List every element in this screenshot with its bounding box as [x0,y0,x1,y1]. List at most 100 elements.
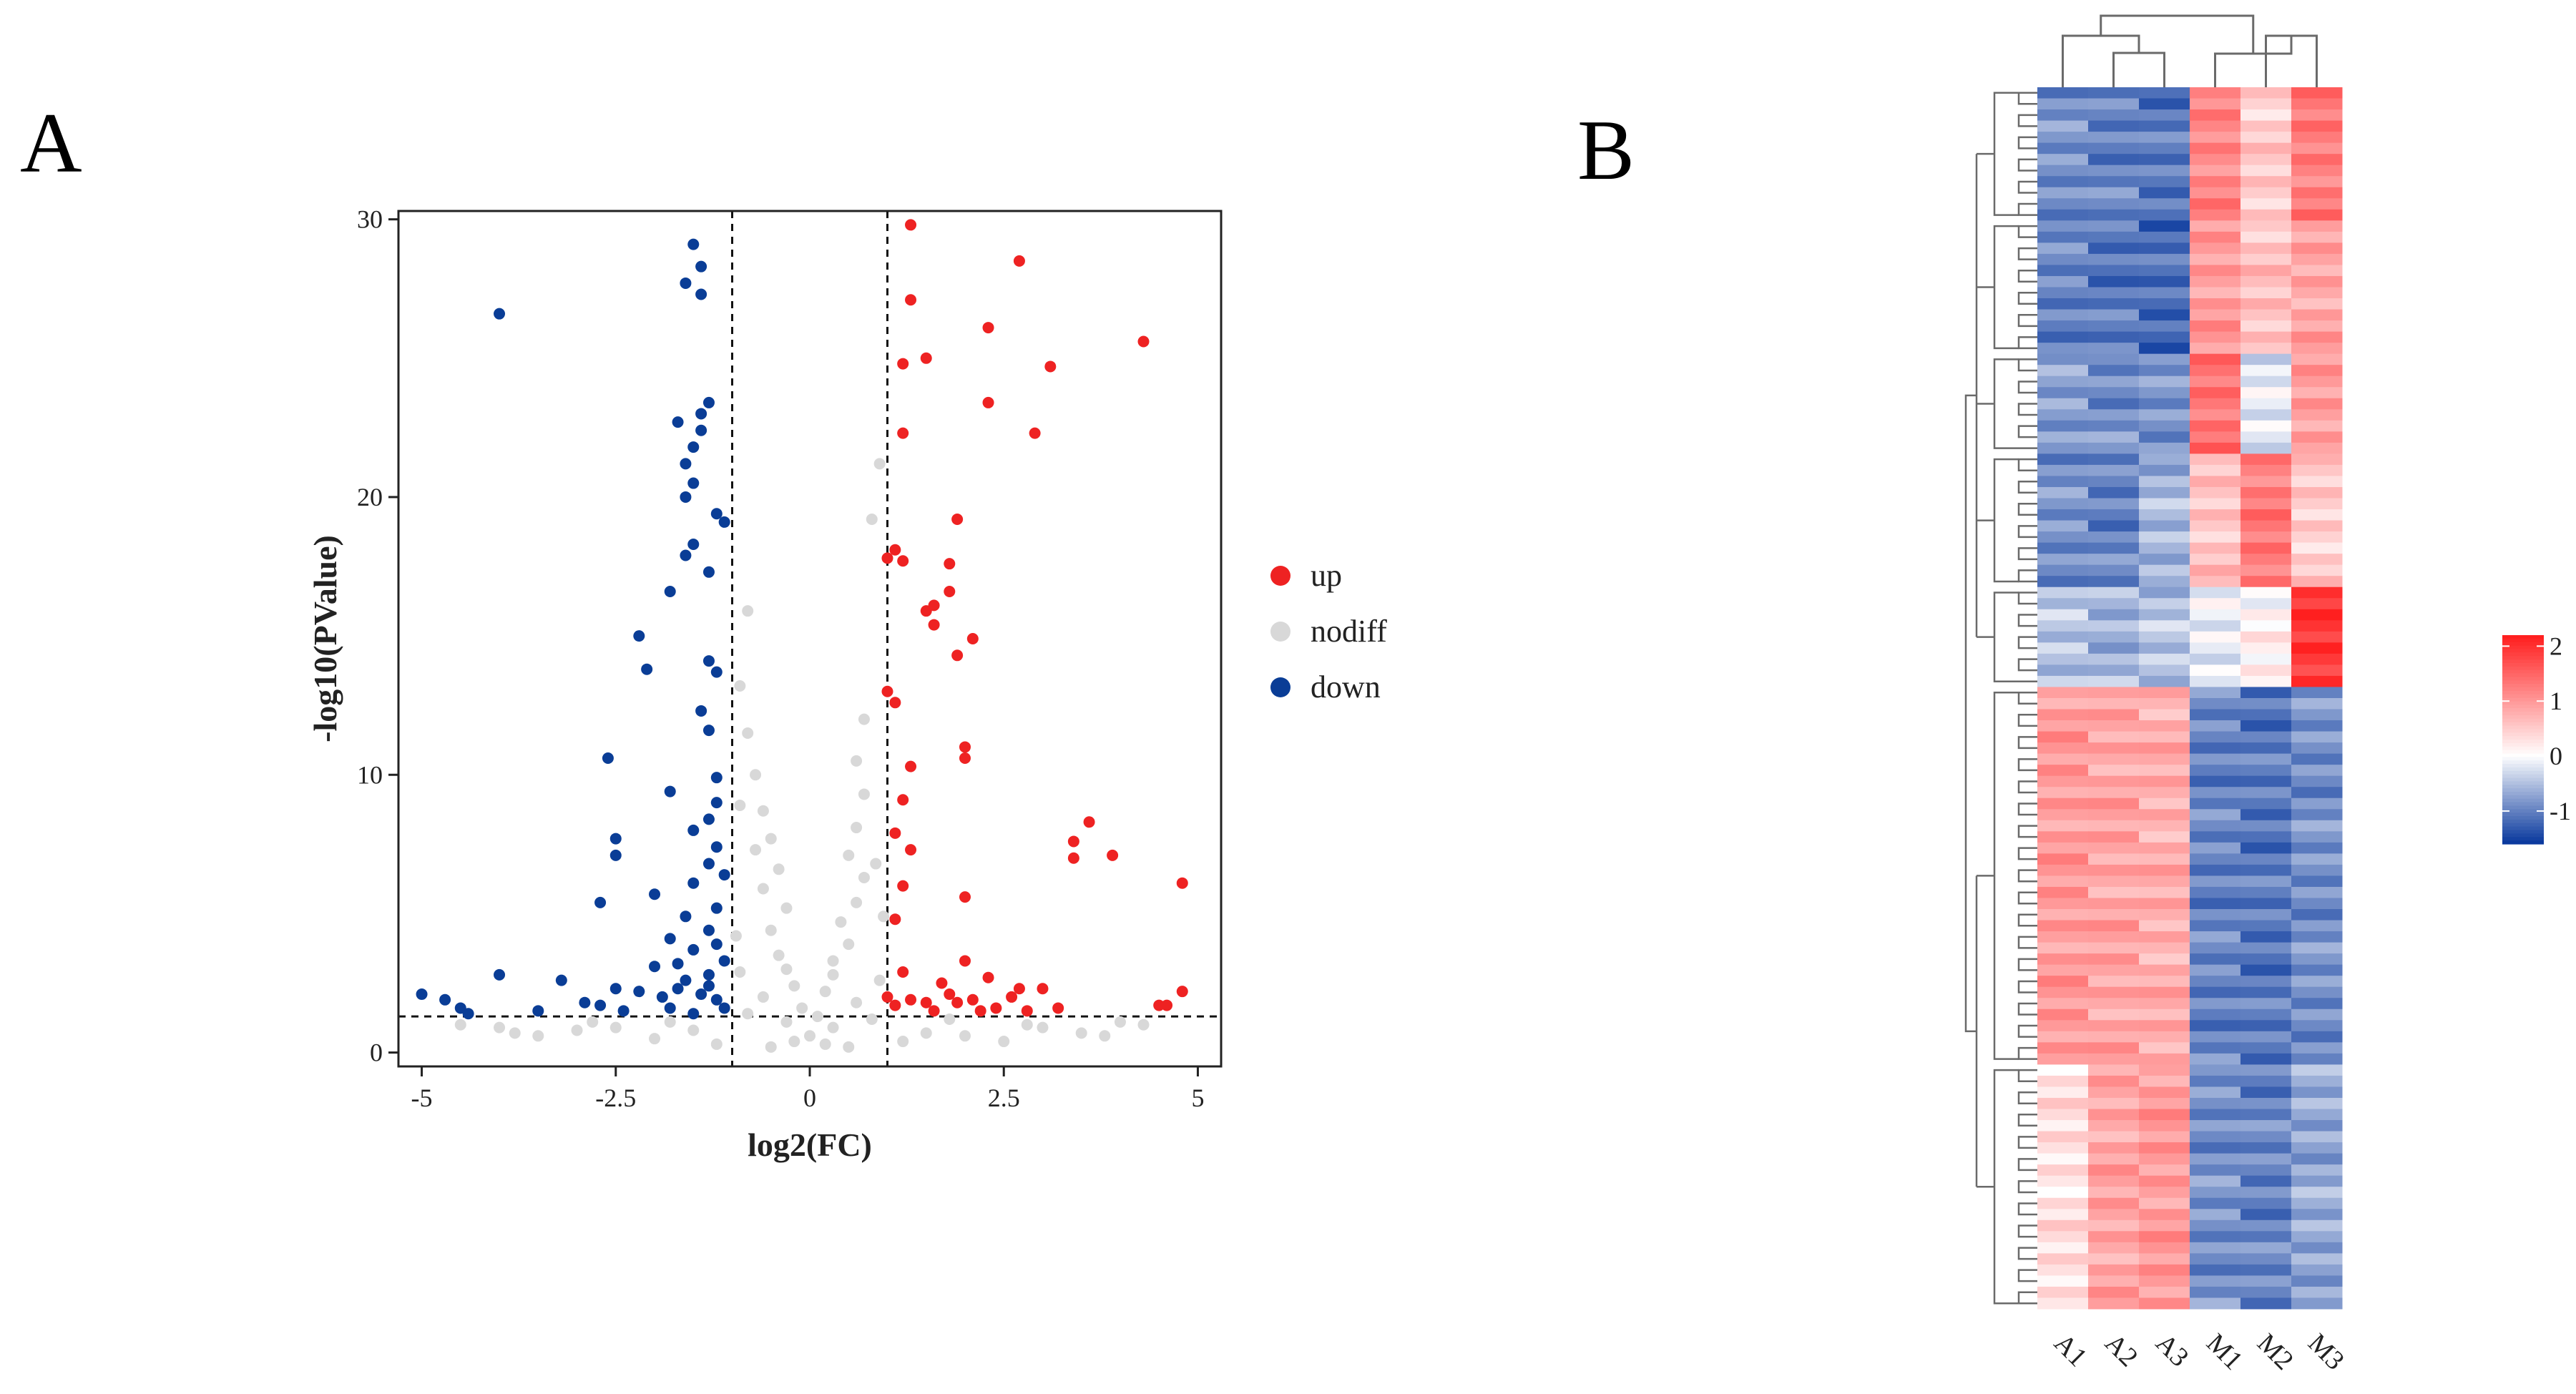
heatmap-cell-61 [2088,198,2140,210]
heatmap-cell-455 [2291,920,2343,932]
point-up-12 [889,544,901,556]
heatmap-cell-134 [2139,331,2190,343]
heatmap-cell-530 [2139,1064,2190,1076]
point-nodiff-51 [532,1030,544,1042]
heatmap-cell-23 [2291,120,2343,132]
heatmap-cell-254 [2139,554,2190,566]
point-nodiff-21 [843,938,855,951]
row-cluster-branch [1993,691,2019,1060]
heatmap-cell-463 [2088,942,2140,954]
heatmap-cell-230 [2139,509,2190,521]
heatmap-cell-169 [2088,398,2140,410]
point-nodiff-65 [734,799,746,811]
heatmap-cell-144 [2037,353,2089,365]
heatmap-cell-446 [2139,909,2190,921]
heatmap-cell-305 [2291,642,2343,654]
heatmap-cell-149 [2291,353,2343,365]
colorbar-step [2502,764,2544,768]
heatmap-cell-33 [2190,142,2241,154]
heatmap-cell-384 [2037,797,2089,810]
heatmap-cell-81 [2190,231,2241,243]
point-nodiff-30 [757,991,769,1003]
point-nodiff-37 [827,1021,839,1034]
heatmap-cell-464 [2139,942,2190,954]
heatmap-cell-329 [2291,687,2343,699]
heatmap-cell-509 [2291,1020,2343,1032]
heatmap-cell-377 [2291,775,2343,787]
heatmap-cell-248 [2139,542,2190,554]
point-up-22 [881,685,893,697]
point-down-14 [718,516,730,528]
colorbar-step [2502,732,2544,737]
heatmap-cell-159 [2190,376,2241,388]
heatmap-cell-294 [2037,631,2089,643]
heatmap-cell-633 [2190,1253,2241,1265]
heatmap-cell-79 [2088,231,2140,243]
colorbar-step [2502,750,2544,755]
heatmap-cell-30 [2037,142,2089,154]
colorbar-step [2502,649,2544,653]
point-up-35 [897,880,909,892]
heatmap-cell-49 [2088,176,2140,188]
heatmap-cell-252 [2037,554,2089,566]
heatmap-cell-142 [2240,343,2292,355]
heatmap-cell-535 [2088,1075,2140,1087]
heatmap-cell-249 [2190,542,2241,554]
heatmap-cell-479 [2291,964,2343,976]
heatmap-cell-587 [2291,1164,2343,1177]
heatmap-cell-348 [2037,731,2089,743]
heatmap-cell-387 [2190,797,2241,810]
heatmap-cell-32 [2139,142,2190,154]
heatmap-cell-8 [2139,98,2190,110]
heatmap-cell-344 [2139,720,2190,732]
heatmap-cell-259 [2088,564,2140,576]
heatmap-cell-152 [2139,365,2190,377]
heatmap-cell-485 [2291,976,2343,988]
point-down-7 [672,416,684,428]
heatmap-cell-612 [2037,1219,2089,1232]
heatmap-cell-123 [2190,309,2241,321]
row-leaf-branch [2017,247,2037,260]
heatmap-cell-157 [2088,376,2140,388]
heatmap-cell-244 [2240,531,2292,544]
heatmap-cell-424 [2240,864,2292,876]
point-down-4 [494,308,506,320]
heatmap-cell-129 [2190,320,2241,333]
heatmap-cell-39 [2190,154,2241,166]
heatmap-cell-445 [2088,909,2140,921]
point-nodiff-43 [687,1024,700,1036]
heatmap-cell-432 [2037,886,2089,898]
point-up-27 [897,794,909,806]
heatmap-cell-171 [2190,398,2241,410]
col-branch-root [2100,14,2255,54]
heatmap-cell-561 [2190,1120,2241,1132]
heatmap-cell-653 [2291,1286,2343,1298]
heatmap-cell-194 [2139,442,2190,454]
heatmap-cell-598 [2240,1187,2292,1199]
point-nodiff-41 [765,1041,777,1053]
point-nodiff-68 [878,910,890,923]
heatmap-cell-481 [2088,976,2140,988]
colorbar-step [2502,659,2544,664]
heatmap-cell-154 [2240,365,2292,377]
heatmap-cell-480 [2037,976,2089,988]
heatmap-column-labels: A1 A2 A3 M1 M2 M3 [2048,1328,2350,1376]
point-down-66 [702,980,715,992]
point-nodiff-49 [571,1024,583,1036]
heatmap-cell-635 [2291,1253,2343,1265]
point-down-9 [687,441,700,453]
heatmap-cell-117 [2190,298,2241,310]
heatmap-cell-146 [2139,353,2190,365]
heatmap-cell-76 [2240,220,2292,232]
row-leaf-branch [2017,480,2037,494]
point-nodiff-10 [851,822,863,834]
point-nodiff-31 [851,996,863,1008]
point-nodiff-34 [742,1008,754,1020]
heatmap-cell-486 [2037,986,2089,998]
point-nodiff-0 [742,605,754,617]
heatmap-cell-188 [2139,431,2190,443]
point-nodiff-25 [827,968,839,981]
point-nodiff-67 [730,930,742,942]
heatmap-cell-168 [2037,398,2089,410]
heatmap-cell-495 [2190,998,2241,1010]
